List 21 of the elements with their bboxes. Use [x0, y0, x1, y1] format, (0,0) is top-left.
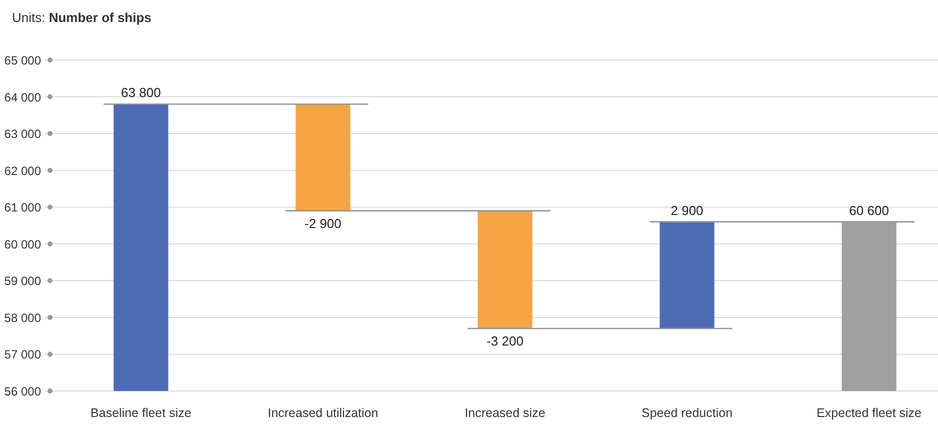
data-label: 60 600: [849, 202, 889, 218]
y-tick-label: 60 000: [4, 237, 42, 252]
x-tick-label: Increased utilization: [268, 406, 378, 420]
y-tick-label: 58 000: [4, 310, 42, 325]
data-label: 63 800: [121, 85, 161, 100]
y-tick-label: 59 000: [4, 274, 42, 288]
y-tick-label: 62 000: [4, 164, 42, 178]
y-tick-label: 64 000: [4, 90, 42, 104]
data-label: -3 200: [486, 333, 524, 348]
y-tick-label: 61 000: [4, 200, 42, 215]
x-tick-label: Baseline fleet size: [90, 406, 192, 420]
y-tick-label: 65 000: [4, 54, 42, 68]
data-label: -2 900: [304, 216, 342, 231]
x-tick-label: Increased size: [464, 406, 546, 420]
chart-title: Units: Number of ships: [12, 10, 152, 25]
y-tick-label: 57 000: [4, 348, 42, 362]
y-tick-label: 63 000: [4, 127, 42, 142]
y-tick-label: 56 000: [4, 384, 42, 398]
x-tick-label: Speed reduction: [642, 406, 733, 420]
data-label: 2 900: [670, 202, 704, 218]
x-tick-label: Expected fleet size: [816, 406, 922, 420]
